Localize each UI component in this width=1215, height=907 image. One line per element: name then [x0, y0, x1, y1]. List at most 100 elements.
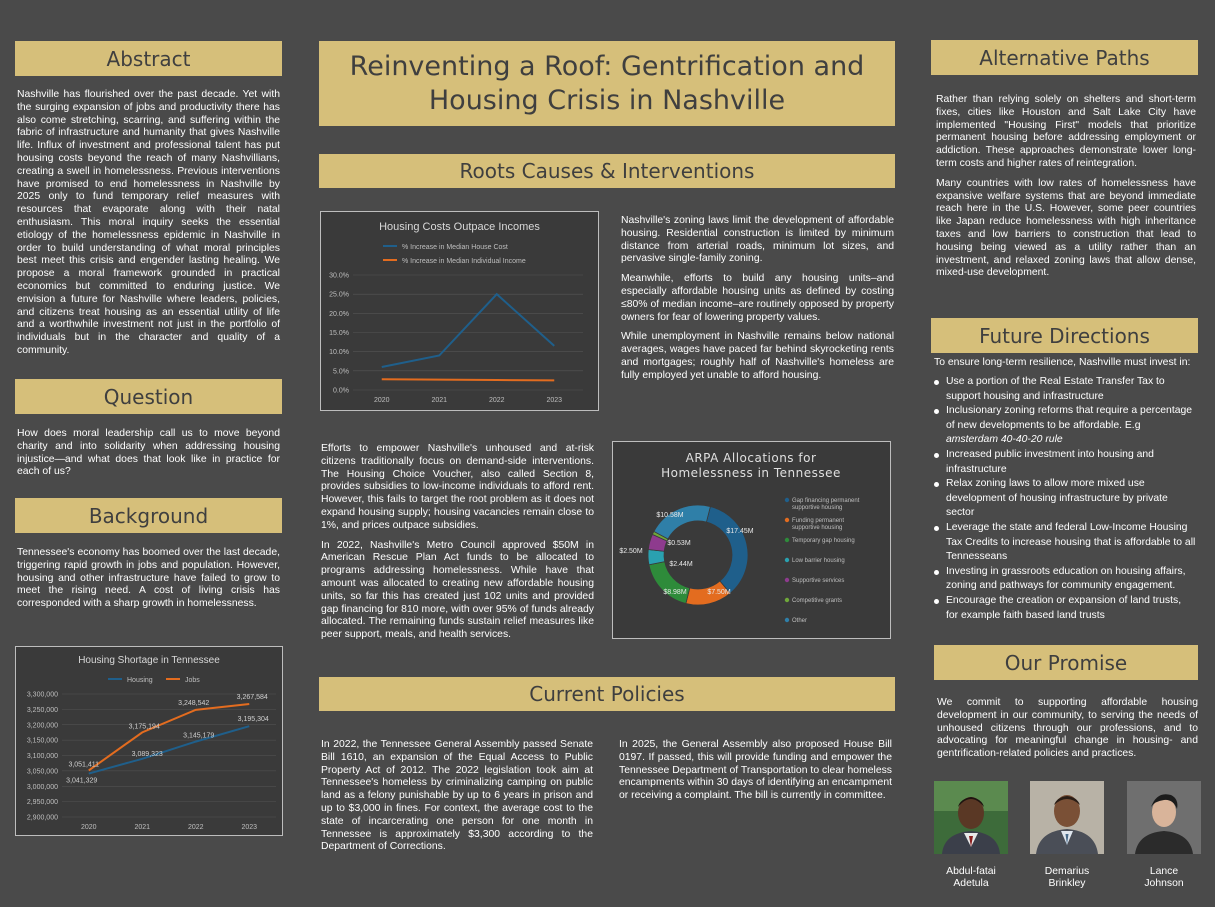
data-label: $7.50M — [707, 589, 731, 596]
legend-label: Gap financing permanent — [792, 498, 860, 504]
person-first-name: Abdul-fatai — [946, 866, 996, 877]
x-tick-label: 2020 — [374, 397, 390, 404]
y-tick-label: 20.0% — [329, 311, 349, 318]
pie-slice — [653, 504, 711, 540]
x-tick-label: 2020 — [81, 824, 97, 831]
page-title: Reinventing a Roof: Gentrification and H… — [319, 41, 895, 126]
legend-label: Supportive services — [792, 578, 844, 584]
x-tick-label: 2022 — [489, 397, 505, 404]
y-tick-label: 3,000,000 — [27, 784, 58, 791]
y-tick-label: 10.0% — [329, 349, 349, 356]
pie-slice — [647, 549, 666, 566]
legend-label: Low barrier housing — [792, 558, 845, 564]
legend-swatch — [784, 517, 790, 523]
y-tick-label: 3,150,000 — [27, 738, 58, 745]
y-tick-label: 3,300,000 — [27, 692, 58, 699]
y-tick-label: 3,050,000 — [27, 768, 58, 775]
data-label: 3,041,329 — [66, 778, 97, 785]
x-tick-label: 2022 — [188, 824, 204, 831]
y-tick-label: 3,250,000 — [27, 707, 58, 714]
data-label: $2.44M — [669, 561, 693, 568]
pie-slice — [705, 506, 749, 594]
person-last-name: Adetula — [953, 878, 989, 889]
future-intro: To ensure long-term resilience, Nashvill… — [934, 357, 1191, 368]
alternative-text: Rather than relying solely on shelters a… — [936, 94, 1196, 287]
data-label: 3,145,179 — [183, 733, 214, 740]
housing-costs-svg: Housing Costs Outpace Incomes % Increase … — [329, 221, 583, 404]
y-tick-label: 0.0% — [333, 388, 349, 395]
x-tick-label: 2023 — [241, 824, 257, 831]
data-label: 3,267,584 — [237, 694, 268, 701]
legend-swatch — [784, 537, 790, 543]
person-photo — [934, 781, 1008, 854]
legend-swatch — [784, 497, 790, 503]
current-right-text: In 2025, the General Assembly also propo… — [619, 739, 892, 802]
series-line-jobs — [88, 702, 250, 772]
person-card: Lance Johnson — [1126, 781, 1202, 890]
list-item: Relax zoning laws to allow more mixed us… — [934, 477, 1196, 521]
housing-shortage-chart: Housing Shortage in Tennessee Housing Jobs… — [15, 646, 283, 836]
legend-label: Jobs — [185, 677, 200, 684]
data-label: 3,089,323 — [132, 751, 163, 758]
list-item: Investing in grassroots education on hou… — [934, 565, 1196, 594]
background-text: Tennessee's economy has boomed over the … — [17, 547, 280, 610]
data-label: 3,175,194 — [129, 723, 160, 730]
y-tick-label: 3,100,000 — [27, 753, 58, 760]
legend-label: Other — [792, 618, 807, 624]
roots-right-p1: Nashville's zoning laws limit the develo… — [621, 215, 894, 265]
abstract-heading: Abstract — [15, 41, 282, 76]
series-line--increase-in-median-individual-income — [381, 378, 555, 382]
abstract-text: Nashville has flourished over the past d… — [17, 89, 280, 356]
person-first-name: Demarius — [1044, 866, 1090, 877]
y-tick-label: 25.0% — [329, 292, 349, 299]
background-heading: Background — [15, 498, 282, 533]
roots-heading: Roots Causes & Interventions — [319, 154, 895, 188]
person-card: Demarius Brinkley — [1029, 781, 1105, 890]
legend-label: Temporary gap housing — [792, 538, 855, 544]
arpa-chart: ARPA Allocations for Homelessness in Tenn… — [612, 441, 891, 639]
x-tick-label: 2021 — [431, 397, 447, 404]
legend-label: Competitive grants — [792, 598, 842, 604]
y-tick-label: 30.0% — [329, 273, 349, 280]
list-item-example: amsterdam 40-40-20 rule — [946, 434, 1063, 446]
x-tick-label: 2021 — [134, 824, 150, 831]
data-label: $8.98M — [663, 589, 687, 596]
data-label: 3,051,411 — [68, 761, 99, 768]
series-line-housing — [88, 725, 250, 775]
alternative-heading: Alternative Paths — [931, 40, 1198, 75]
data-label: 3,248,542 — [178, 700, 209, 707]
roots-left-p1: Efforts to empower Nashville's unhoused … — [321, 443, 594, 531]
data-label: $10.58M — [656, 512, 683, 519]
chart-title: Housing Shortage in Tennessee — [78, 655, 220, 666]
roots-left-text: Efforts to empower Nashville's unhoused … — [321, 443, 594, 649]
y-tick-label: 2,900,000 — [27, 815, 58, 822]
alternative-p2: Many countries with low rates of homeles… — [936, 177, 1196, 279]
person-last-name: Johnson — [1144, 878, 1184, 889]
legend-label: Funding permanent — [792, 518, 844, 524]
list-item: Leverage the state and federal Low-Incom… — [934, 521, 1196, 565]
data-label: $2.50M — [619, 548, 643, 555]
future-list: Use a portion of the Real Estate Transfe… — [934, 375, 1196, 623]
list-item: Encourage the creation or expansion of l… — [934, 594, 1196, 623]
legend-label-cont: supportive housing — [792, 525, 842, 531]
future-heading: Future Directions — [931, 318, 1198, 353]
person-last-name: Brinkley — [1048, 878, 1086, 889]
list-item: Inclusionary zoning reforms that require… — [934, 404, 1196, 448]
person-photo — [1127, 781, 1201, 854]
legend-swatch — [784, 597, 790, 603]
roots-right-p3: While unemployment in Nashville remains … — [621, 331, 894, 381]
chart-title-line1: ARPA Allocations for — [686, 451, 817, 465]
y-tick-label: 5.0% — [333, 368, 349, 375]
legend-label: Housing — [127, 677, 153, 684]
legend-label: % Increase in Median House Cost — [402, 244, 508, 251]
chart-title-line2: Homelessness in Tennessee — [661, 466, 841, 480]
roots-right-text: Nashville's zoning laws limit the develo… — [621, 215, 894, 390]
list-item-text: Inclusionary zoning reforms that require… — [946, 405, 1193, 431]
chart-title: Housing Costs Outpace Incomes — [379, 221, 540, 233]
list-item: Use a portion of the Real Estate Transfe… — [934, 375, 1196, 404]
y-tick-label: 15.0% — [329, 330, 349, 337]
legend-label: % Increase in Median Individual Income — [402, 258, 526, 265]
series-line--increase-in-median-house-cost — [381, 292, 555, 368]
data-label: $0.53M — [667, 540, 691, 547]
